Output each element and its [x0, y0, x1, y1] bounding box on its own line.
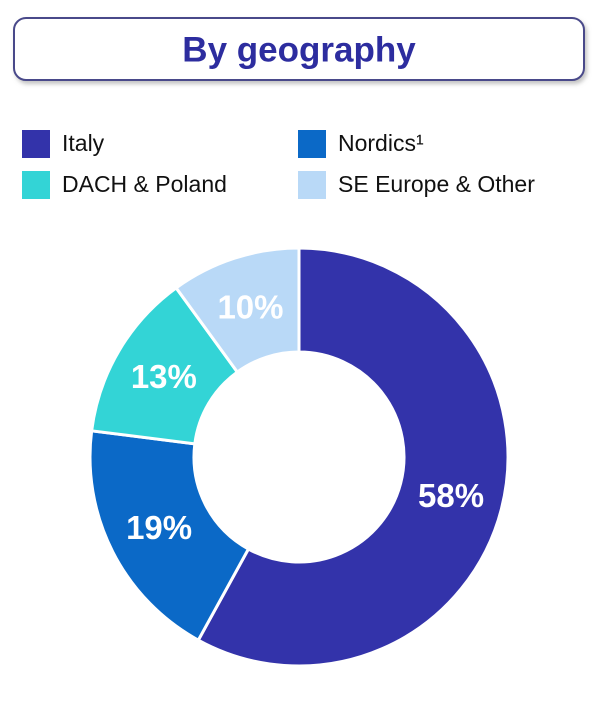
slice-label: 10% — [217, 288, 283, 325]
legend-swatch — [22, 171, 50, 199]
chart-title: By geography — [182, 30, 416, 69]
slice-label: 19% — [126, 509, 192, 546]
legend-label: SE Europe & Other — [338, 171, 535, 197]
donut-slice — [174, 246, 301, 375]
legend-swatch — [298, 171, 326, 199]
slice-label: 58% — [418, 477, 484, 514]
donut-slice — [196, 246, 510, 668]
donut-slice — [88, 429, 251, 643]
title-box — [13, 17, 585, 81]
slice-label: 13% — [131, 358, 197, 395]
legend-swatch — [22, 130, 50, 158]
legend-swatch — [298, 130, 326, 158]
legend-label: Italy — [62, 130, 105, 156]
legend-label: Nordics¹ — [338, 130, 424, 156]
legend-label: DACH & Poland — [62, 171, 227, 197]
